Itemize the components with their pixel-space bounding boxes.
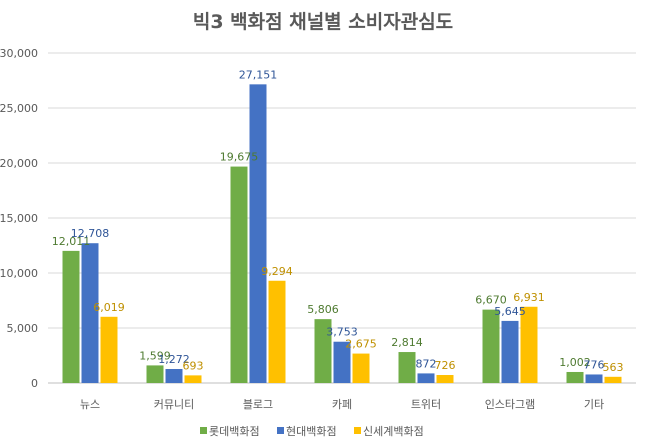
data-label: 5,806: [307, 303, 339, 316]
data-label: 6,670: [475, 294, 507, 307]
bar: [352, 353, 370, 383]
y-tick-label: 20,000: [0, 157, 38, 170]
bar: [230, 166, 248, 383]
bar: [146, 365, 164, 383]
chart-title: 빅3 백화점 채널별 소비자관심도: [193, 11, 453, 33]
data-label: 27,151: [239, 68, 278, 81]
data-label: 6,931: [513, 291, 545, 304]
bar: [520, 306, 538, 383]
bar: [81, 243, 99, 383]
legend-label: 롯데백화점: [209, 425, 260, 438]
data-label: 2,675: [345, 338, 377, 351]
x-tick-label: 카페: [332, 398, 352, 411]
y-tick-label: 30,000: [0, 47, 38, 60]
bar: [249, 84, 267, 384]
legend-swatch: [354, 427, 361, 434]
bar: [165, 369, 183, 383]
data-label: 776: [584, 358, 605, 371]
data-label: 726: [435, 359, 456, 372]
x-tick-label: 뉴스: [80, 398, 100, 411]
y-tick-label: 25,000: [0, 102, 38, 115]
data-label: 1,002: [559, 356, 591, 369]
x-tick-label: 인스타그램: [485, 398, 536, 411]
bar: [314, 319, 332, 383]
bar: [398, 352, 416, 383]
x-tick-label: 블로그: [243, 398, 273, 411]
legend-swatch: [277, 427, 284, 434]
y-tick-label: 15,000: [0, 212, 38, 225]
bar: [100, 316, 118, 383]
data-label: 563: [603, 361, 624, 374]
x-tick-label: 커뮤니티: [154, 398, 194, 411]
bar: [184, 375, 202, 383]
data-label: 12,011: [52, 235, 91, 248]
y-tick-label: 5,000: [7, 322, 39, 335]
bar: [585, 374, 603, 383]
bar: [604, 376, 622, 383]
y-tick-label: 0: [31, 377, 38, 390]
data-label: 19,675: [220, 151, 259, 164]
bar: [566, 371, 584, 383]
bar: [436, 375, 454, 383]
legend-label: 신세계백화점: [363, 425, 424, 438]
data-label: 1,272: [158, 353, 190, 366]
bar: [268, 280, 286, 383]
bar: [482, 309, 500, 383]
data-label: 693: [183, 359, 204, 372]
data-label: 3,753: [326, 326, 358, 339]
legend-swatch: [200, 427, 207, 434]
bar: [417, 373, 435, 383]
x-tick-label: 기타: [584, 398, 604, 411]
data-label: 6,019: [93, 301, 125, 314]
bar: [62, 250, 80, 383]
data-label: 2,814: [391, 336, 423, 349]
data-label: 9,294: [261, 265, 293, 278]
y-tick-label: 10,000: [0, 267, 38, 280]
data-label: 1,599: [139, 349, 171, 362]
data-label: 12,708: [71, 227, 110, 240]
data-label: 872: [416, 357, 437, 370]
data-label: 5,645: [494, 305, 526, 318]
legend-label: 현대백화점: [286, 425, 337, 438]
x-tick-label: 트위터: [411, 398, 441, 411]
bar: [333, 341, 351, 383]
bar: [501, 320, 519, 383]
